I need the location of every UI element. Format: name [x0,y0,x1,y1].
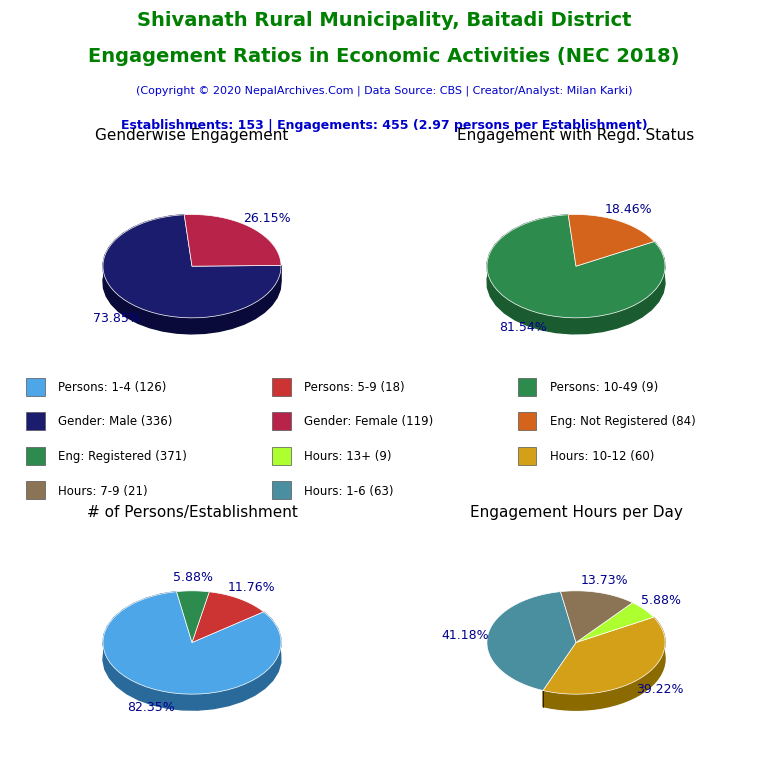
FancyBboxPatch shape [272,447,290,465]
Text: Eng: Registered (371): Eng: Registered (371) [58,450,187,463]
Title: Engagement with Regd. Status: Engagement with Regd. Status [458,128,694,144]
Text: 11.76%: 11.76% [228,581,276,594]
FancyBboxPatch shape [272,482,290,499]
Polygon shape [487,591,576,690]
Text: Persons: 5-9 (18): Persons: 5-9 (18) [304,381,405,394]
Text: Gender: Male (336): Gender: Male (336) [58,415,173,429]
Polygon shape [576,603,654,643]
FancyBboxPatch shape [518,447,536,465]
Polygon shape [103,591,281,694]
FancyBboxPatch shape [272,378,290,396]
Text: Hours: 13+ (9): Hours: 13+ (9) [304,450,392,463]
Polygon shape [184,214,281,266]
FancyBboxPatch shape [518,412,536,430]
Polygon shape [103,215,281,318]
Text: 13.73%: 13.73% [581,574,628,587]
FancyBboxPatch shape [26,412,45,430]
FancyBboxPatch shape [272,412,290,430]
Text: 82.35%: 82.35% [127,701,174,713]
Polygon shape [543,617,665,710]
FancyBboxPatch shape [518,378,536,396]
Text: 18.46%: 18.46% [605,203,653,216]
Text: 5.88%: 5.88% [641,594,681,607]
Text: Engagement Ratios in Economic Activities (NEC 2018): Engagement Ratios in Economic Activities… [88,47,680,66]
FancyBboxPatch shape [26,482,45,499]
Polygon shape [561,591,633,643]
Text: Persons: 1-4 (126): Persons: 1-4 (126) [58,381,167,394]
Text: Eng: Not Registered (84): Eng: Not Registered (84) [550,415,695,429]
Text: 39.22%: 39.22% [636,684,684,697]
Text: (Copyright © 2020 NepalArchives.Com | Data Source: CBS | Creator/Analyst: Milan : (Copyright © 2020 NepalArchives.Com | Da… [136,86,632,96]
Title: # of Persons/Establishment: # of Persons/Establishment [87,505,297,520]
Text: Hours: 1-6 (63): Hours: 1-6 (63) [304,485,393,498]
FancyBboxPatch shape [26,378,45,396]
Text: 73.85%: 73.85% [94,313,141,326]
Polygon shape [192,592,263,643]
Text: 81.54%: 81.54% [499,321,548,334]
Polygon shape [487,215,665,334]
Polygon shape [487,215,665,318]
Text: Hours: 10-12 (60): Hours: 10-12 (60) [550,450,654,463]
Polygon shape [103,591,281,710]
Text: Hours: 7-9 (21): Hours: 7-9 (21) [58,485,147,498]
Polygon shape [177,591,209,643]
Polygon shape [568,214,654,266]
Title: Engagement Hours per Day: Engagement Hours per Day [469,505,683,520]
Text: Shivanath Rural Municipality, Baitadi District: Shivanath Rural Municipality, Baitadi Di… [137,11,631,30]
Text: 26.15%: 26.15% [243,212,290,225]
Text: Persons: 10-49 (9): Persons: 10-49 (9) [550,381,658,394]
FancyBboxPatch shape [26,447,45,465]
Polygon shape [543,617,665,694]
Text: Gender: Female (119): Gender: Female (119) [304,415,433,429]
Text: 41.18%: 41.18% [442,630,489,642]
Title: Genderwise Engagement: Genderwise Engagement [95,128,289,144]
Polygon shape [103,215,281,334]
Text: 5.88%: 5.88% [173,571,214,584]
Text: Establishments: 153 | Engagements: 455 (2.97 persons per Establishment): Establishments: 153 | Engagements: 455 (… [121,119,647,132]
